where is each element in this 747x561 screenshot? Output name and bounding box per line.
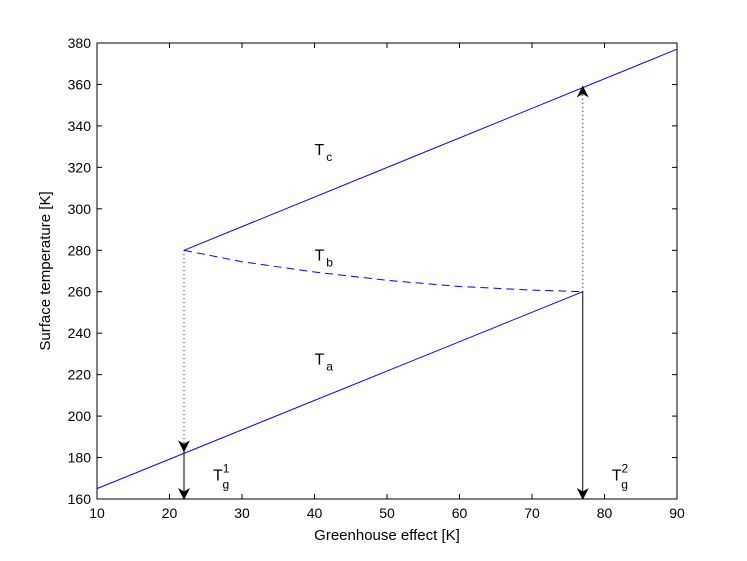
series-line-t-a <box>96 291 583 490</box>
series-layer <box>96 48 678 490</box>
series-line-t-b <box>183 249 583 293</box>
y-axis-title: Surface temperature [K] <box>37 191 54 350</box>
x-axis: 10 20 30 40 50 60 70 80 90 <box>89 43 685 521</box>
y-tick-label: 240 <box>68 325 92 341</box>
y-tick-label: 360 <box>68 76 92 92</box>
x-tick-label: 90 <box>669 505 685 521</box>
label-tg1: T1 g <box>213 461 230 491</box>
y-tick-label: 320 <box>68 159 92 175</box>
x-tick-label: 20 <box>162 505 178 521</box>
series-line-t-c <box>183 48 678 251</box>
x-tick-label: 80 <box>597 505 613 521</box>
y-tick-label: 180 <box>68 450 92 466</box>
label-tg2: T2 g <box>612 461 629 491</box>
y-tick-label: 280 <box>68 242 92 258</box>
y-tick-label: 220 <box>68 367 92 383</box>
x-tick-label: 60 <box>452 505 468 521</box>
y-tick-label: 200 <box>68 408 92 424</box>
y-tick-label: 260 <box>68 284 92 300</box>
x-axis-title: Greenhouse effect [K] <box>314 527 460 544</box>
x-tick-label: 70 <box>524 505 540 521</box>
y-tick-label: 300 <box>68 201 92 217</box>
y-tick-label: 160 <box>68 491 92 507</box>
y-axis: 160 180 200 220 240 260 280 300 320 340 360 380 <box>68 35 677 507</box>
plot-area <box>96 42 678 500</box>
y-tick-label: 380 <box>68 35 92 51</box>
x-tick-label: 30 <box>234 505 250 521</box>
x-tick-label: 10 <box>89 505 105 521</box>
x-tick-label: 40 <box>307 505 323 521</box>
x-tick-label: 50 <box>379 505 395 521</box>
annotation-layer <box>178 85 589 500</box>
y-tick-label: 340 <box>68 118 92 134</box>
